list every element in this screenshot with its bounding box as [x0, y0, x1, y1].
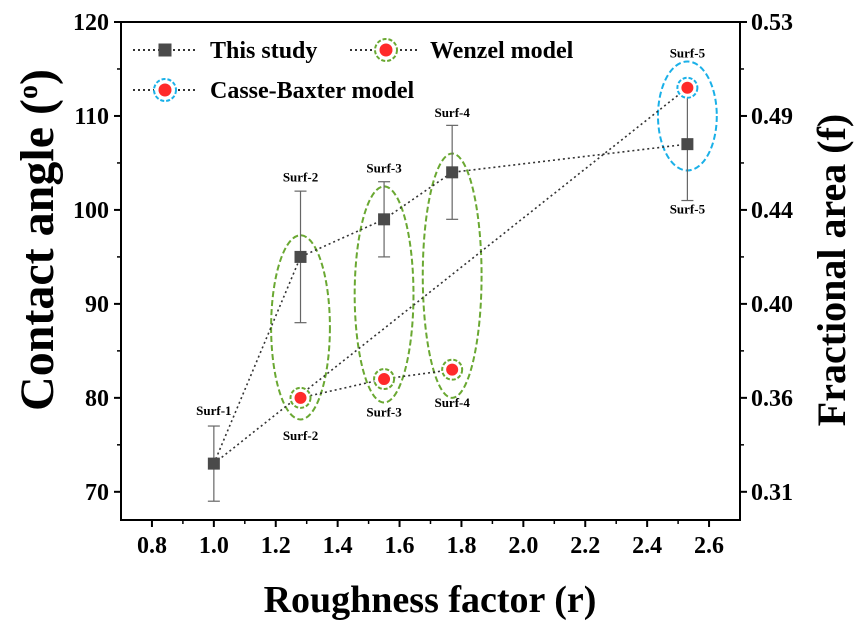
data-point-circle [378, 373, 391, 386]
y2-tick-label: 0.53 [751, 10, 793, 36]
x-tick-label: 1.4 [323, 533, 353, 559]
x-tick-label: 1.0 [199, 533, 229, 559]
y2-tick-label: 0.40 [751, 292, 793, 318]
surface-label: Surf-5 [670, 46, 706, 61]
surface-label: Surf-3 [366, 405, 402, 420]
surface-label: Surf-4 [434, 395, 470, 410]
legend-marker-casse-baxter [158, 83, 172, 97]
x-axis-title: Roughness factor (r) [264, 579, 597, 621]
y2-axis-title: Fractional area (f) [809, 114, 854, 426]
y2-tick-label: 0.49 [751, 104, 793, 130]
data-point-square [294, 250, 307, 263]
series-line [213, 143, 688, 464]
data-point-square [207, 457, 220, 470]
data-point-square [446, 166, 459, 179]
y-tick-label: 70 [85, 480, 109, 506]
y2-tick-label: 0.44 [751, 198, 793, 224]
x-tick-label: 2.4 [632, 533, 662, 559]
grouping-ellipse [353, 185, 415, 404]
legend-label-this-study: This study [210, 38, 317, 64]
y-tick-label: 100 [73, 198, 109, 224]
y2-tick-label: 0.31 [751, 480, 793, 506]
x-tick-label: 2.6 [694, 533, 724, 559]
x-tick-label: 1.6 [385, 533, 415, 559]
surface-label: Surf-2 [283, 170, 318, 185]
legend-marker-this-study [158, 43, 172, 57]
legend-entry-casse-baxter: Casse-Baxter model [133, 78, 415, 104]
x-tick-label: 2.0 [508, 533, 538, 559]
surface-label: Surf-1 [196, 403, 231, 418]
data-point-circle [446, 363, 459, 376]
data-point-circle [294, 391, 307, 404]
legend: This study Wenzel model Casse-Baxter mod… [133, 38, 574, 104]
error-bars [207, 87, 694, 502]
y-axis-title: Contact angle (o) [11, 69, 64, 411]
axis-ticks: 0.8 1.0 1.2 1.4 1.6 1.8 2.0 2.2 2.4 2.6 70 80 90 100 1… [73, 10, 793, 559]
surface-labels: Surf-1 Surf-2 Surf-2 Surf-3 Surf-3 Surf-4 Surf… [196, 46, 705, 443]
grouping-ellipse [270, 234, 331, 421]
surface-label: Surf-2 [283, 428, 318, 443]
data-markers [207, 76, 699, 470]
data-point-square [378, 213, 391, 226]
surface-label: Surf-5 [670, 202, 706, 217]
y-tick-label: 120 [73, 10, 109, 36]
x-tick-label: 0.8 [137, 533, 167, 559]
surface-label: Surf-3 [366, 160, 402, 175]
surface-label: Surf-4 [434, 105, 470, 120]
legend-label-casse-baxter: Casse-Baxter model [210, 78, 415, 104]
y-tick-label: 90 [85, 292, 109, 318]
x-tick-label: 2.2 [570, 533, 600, 559]
y-tick-label: 80 [85, 386, 109, 412]
y2-tick-label: 0.36 [751, 386, 793, 412]
y-tick-label: 110 [74, 104, 109, 130]
legend-marker-wenzel [379, 43, 393, 57]
legend-entry-wenzel: Wenzel model [350, 38, 574, 64]
legend-entry-this-study: This study [133, 38, 317, 64]
x-tick-label: 1.8 [446, 533, 476, 559]
data-point-circle [681, 81, 694, 94]
x-tick-label: 1.2 [261, 533, 291, 559]
legend-label-wenzel: Wenzel model [430, 38, 574, 64]
data-point-square [681, 138, 694, 151]
